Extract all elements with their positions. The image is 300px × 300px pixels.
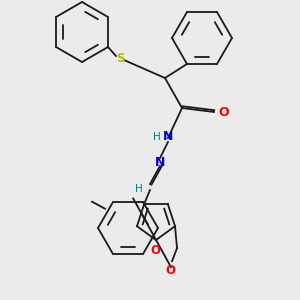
Text: O: O <box>218 106 229 118</box>
Text: N: N <box>155 155 165 169</box>
Text: N: N <box>163 130 173 143</box>
Text: O: O <box>165 264 175 277</box>
Text: H: H <box>135 184 143 194</box>
Text: S: S <box>116 52 124 64</box>
Text: H: H <box>153 132 161 142</box>
Text: O: O <box>150 244 160 256</box>
